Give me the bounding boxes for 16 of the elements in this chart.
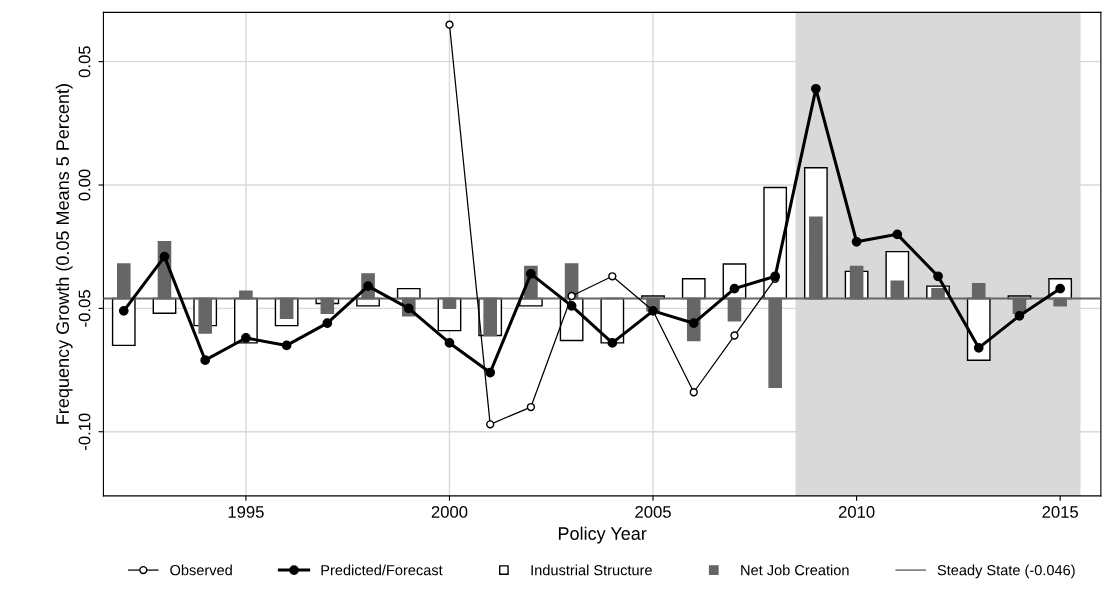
x-tick-label: 1995 — [228, 506, 264, 518]
x-tick-label: 2000 — [431, 506, 468, 518]
legend-label: Net Job Creation — [741, 564, 849, 576]
legend-label: Industrial Structure — [531, 564, 652, 576]
y-tick-label: 0.00 — [78, 169, 91, 201]
x-tick-label: 2015 — [1042, 506, 1079, 518]
y-axis-title: Frequency Growth (0.05 Means 5 Percent) — [55, 84, 73, 424]
x-axis-title: Policy Year — [558, 526, 647, 544]
legend-label: Observed — [170, 564, 232, 576]
legend-label: Steady State (-0.046) — [937, 564, 1075, 579]
y-tick-label: -0.05 — [78, 290, 91, 327]
y-tick-label: 0.05 — [78, 46, 91, 78]
x-tick-label: 2005 — [635, 506, 671, 518]
x-tick-label: 2010 — [838, 506, 875, 518]
legend-label: Predicted/Forecast — [321, 564, 443, 576]
y-tick-label: -0.10 — [78, 413, 91, 450]
